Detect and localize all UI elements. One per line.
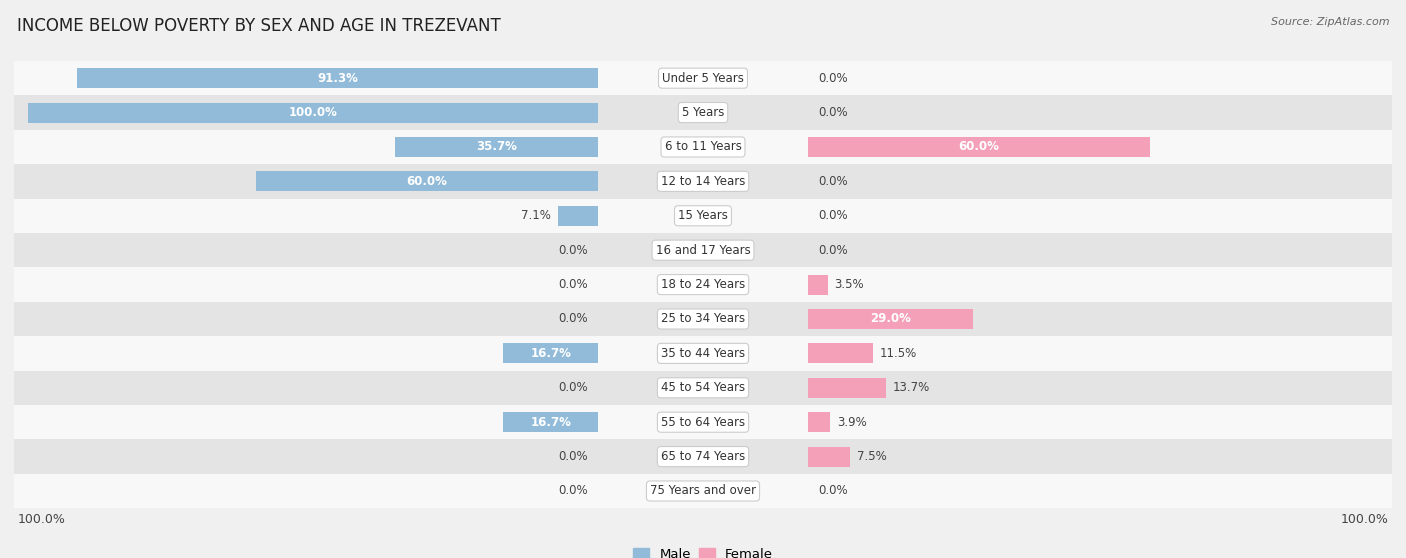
Bar (14, 233, 1392, 267)
Text: 35.7%: 35.7% (477, 141, 517, 153)
Bar (14, 95, 1392, 130)
Bar (807, 446, 851, 466)
Bar (77, 68, 599, 88)
Bar (14, 371, 1392, 405)
Bar (807, 137, 1150, 157)
Bar (14, 164, 1392, 199)
Text: 45 to 54 Years: 45 to 54 Years (661, 381, 745, 395)
Text: 16 and 17 Years: 16 and 17 Years (655, 244, 751, 257)
Text: 29.0%: 29.0% (870, 312, 911, 325)
Text: 7.5%: 7.5% (858, 450, 887, 463)
Text: 7.1%: 7.1% (522, 209, 551, 222)
Bar (395, 137, 599, 157)
Bar (807, 309, 973, 329)
Text: 3.5%: 3.5% (834, 278, 865, 291)
Text: 18 to 24 Years: 18 to 24 Years (661, 278, 745, 291)
Bar (807, 378, 886, 398)
Text: 100.0%: 100.0% (17, 513, 65, 526)
Text: Under 5 Years: Under 5 Years (662, 71, 744, 85)
Bar (14, 336, 1392, 371)
Text: 0.0%: 0.0% (558, 381, 588, 395)
Text: 100.0%: 100.0% (1341, 513, 1389, 526)
Text: 0.0%: 0.0% (818, 244, 848, 257)
Text: 91.3%: 91.3% (318, 71, 359, 85)
Text: 25 to 34 Years: 25 to 34 Years (661, 312, 745, 325)
Bar (558, 206, 599, 226)
Text: 6 to 11 Years: 6 to 11 Years (665, 141, 741, 153)
Text: 100.0%: 100.0% (288, 106, 337, 119)
Bar (807, 343, 873, 363)
Text: 0.0%: 0.0% (818, 484, 848, 498)
Text: 0.0%: 0.0% (818, 175, 848, 188)
Text: 0.0%: 0.0% (558, 484, 588, 498)
Text: 5 Years: 5 Years (682, 106, 724, 119)
Text: 13.7%: 13.7% (893, 381, 929, 395)
Text: INCOME BELOW POVERTY BY SEX AND AGE IN TREZEVANT: INCOME BELOW POVERTY BY SEX AND AGE IN T… (17, 17, 501, 35)
Bar (14, 130, 1392, 164)
Legend: Male, Female: Male, Female (627, 543, 779, 558)
Text: 60.0%: 60.0% (959, 141, 1000, 153)
Text: 0.0%: 0.0% (558, 312, 588, 325)
Text: 35 to 44 Years: 35 to 44 Years (661, 347, 745, 360)
Text: 55 to 64 Years: 55 to 64 Years (661, 416, 745, 429)
Text: 60.0%: 60.0% (406, 175, 447, 188)
Text: 16.7%: 16.7% (530, 347, 571, 360)
Bar (807, 275, 828, 295)
Text: 16.7%: 16.7% (530, 416, 571, 429)
Text: 0.0%: 0.0% (818, 106, 848, 119)
Text: 0.0%: 0.0% (818, 209, 848, 222)
Bar (503, 412, 599, 432)
Text: Source: ZipAtlas.com: Source: ZipAtlas.com (1271, 17, 1389, 27)
Bar (14, 61, 1392, 95)
Bar (256, 171, 599, 191)
Text: 15 Years: 15 Years (678, 209, 728, 222)
Bar (14, 405, 1392, 439)
Text: 0.0%: 0.0% (558, 278, 588, 291)
Bar (503, 343, 599, 363)
Bar (14, 199, 1392, 233)
Bar (14, 439, 1392, 474)
Bar (14, 267, 1392, 302)
Text: 0.0%: 0.0% (558, 450, 588, 463)
Bar (28, 103, 599, 123)
Bar (14, 302, 1392, 336)
Text: 12 to 14 Years: 12 to 14 Years (661, 175, 745, 188)
Bar (14, 474, 1392, 508)
Text: 0.0%: 0.0% (818, 71, 848, 85)
Text: 11.5%: 11.5% (880, 347, 917, 360)
Text: 65 to 74 Years: 65 to 74 Years (661, 450, 745, 463)
Text: 0.0%: 0.0% (558, 244, 588, 257)
Bar (807, 412, 830, 432)
Text: 3.9%: 3.9% (837, 416, 866, 429)
Text: 75 Years and over: 75 Years and over (650, 484, 756, 498)
